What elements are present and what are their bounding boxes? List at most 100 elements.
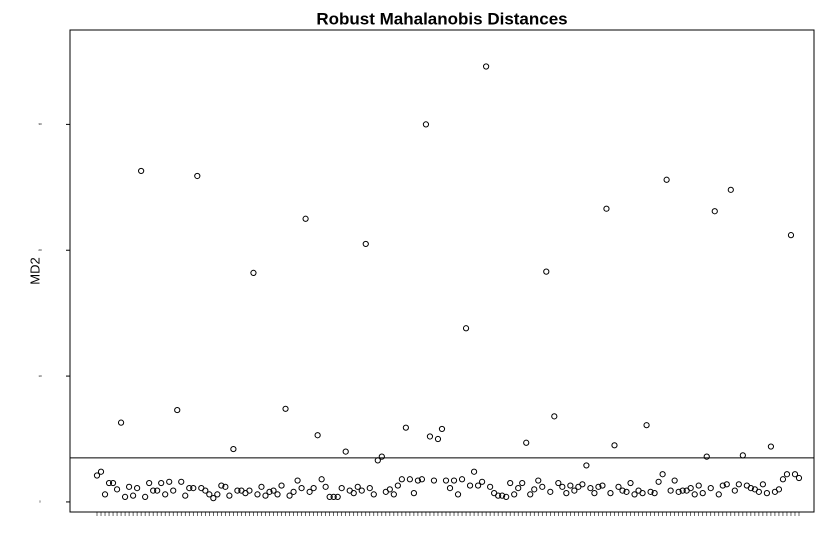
point	[386, 486, 393, 493]
point	[366, 484, 373, 492]
point	[659, 471, 666, 478]
point	[442, 477, 450, 484]
point	[735, 481, 742, 488]
point	[194, 172, 201, 180]
point	[627, 479, 634, 487]
point	[418, 476, 426, 483]
point	[446, 484, 454, 492]
point	[787, 232, 795, 239]
point	[687, 484, 694, 492]
point	[218, 482, 225, 489]
point	[511, 491, 518, 498]
point	[727, 186, 734, 193]
point	[402, 424, 409, 431]
point	[290, 488, 297, 495]
point	[603, 205, 610, 212]
point	[655, 478, 662, 485]
point	[362, 240, 369, 248]
plot-frame	[69, 29, 815, 513]
point	[458, 476, 466, 483]
point	[515, 484, 522, 492]
point	[474, 482, 482, 489]
point	[679, 487, 686, 494]
point	[342, 448, 349, 455]
point	[623, 488, 630, 495]
point	[298, 484, 305, 492]
point	[162, 491, 169, 498]
point	[695, 482, 702, 489]
point	[731, 487, 738, 494]
chart-title: Robust Mahalanobis Distances	[316, 9, 567, 28]
point	[767, 443, 775, 450]
point	[206, 491, 213, 498]
point	[294, 477, 301, 484]
point	[178, 478, 185, 485]
point	[719, 482, 726, 489]
point	[739, 452, 746, 459]
point	[422, 121, 430, 128]
point	[278, 482, 285, 489]
point	[202, 487, 209, 494]
point	[579, 481, 586, 488]
point	[250, 269, 257, 276]
point	[222, 483, 229, 490]
point	[470, 468, 478, 475]
point	[186, 484, 193, 492]
point	[671, 477, 678, 484]
y-tick-label: 0	[39, 500, 41, 504]
point	[611, 442, 618, 449]
point	[571, 487, 578, 494]
point	[170, 487, 177, 494]
point	[410, 490, 418, 497]
point	[354, 483, 361, 490]
point	[555, 479, 562, 487]
point	[226, 492, 233, 499]
point	[374, 457, 381, 464]
point	[462, 325, 470, 332]
point	[158, 479, 165, 487]
point	[214, 491, 221, 498]
point	[113, 486, 121, 493]
y-tick-label: 30	[38, 122, 42, 126]
point	[691, 491, 698, 498]
point	[763, 490, 771, 497]
point	[398, 476, 405, 483]
point	[146, 479, 153, 487]
point	[539, 483, 546, 490]
point	[426, 433, 434, 440]
point	[97, 468, 105, 475]
point	[775, 486, 783, 493]
point	[182, 492, 189, 499]
point	[306, 488, 313, 495]
point	[282, 405, 289, 412]
point	[310, 484, 317, 492]
point	[454, 491, 462, 498]
point	[567, 482, 574, 489]
y-tick-label: 20	[38, 248, 42, 252]
point	[507, 479, 514, 487]
point	[667, 487, 674, 494]
point	[274, 491, 281, 498]
point	[791, 471, 799, 478]
point	[795, 474, 803, 482]
point	[703, 453, 710, 460]
point	[599, 482, 606, 489]
point	[587, 484, 594, 492]
point	[711, 208, 718, 215]
point	[747, 484, 754, 492]
point	[487, 483, 494, 490]
point	[583, 462, 590, 469]
point	[531, 486, 538, 493]
point	[150, 487, 157, 494]
point	[109, 479, 117, 487]
point	[639, 490, 646, 497]
point	[105, 479, 113, 487]
point	[358, 487, 365, 494]
point	[246, 487, 253, 494]
point	[334, 493, 341, 500]
point	[651, 490, 658, 497]
point	[210, 495, 217, 502]
point	[523, 439, 530, 446]
